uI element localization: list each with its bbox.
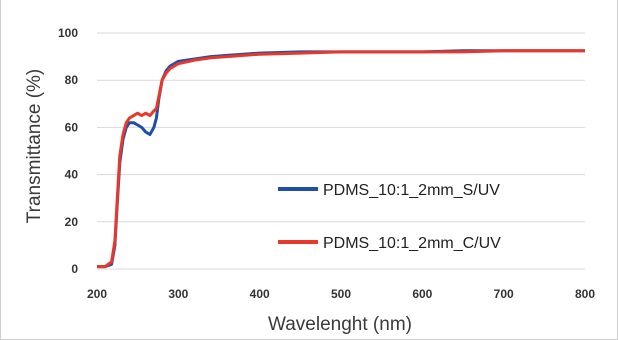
y-tick-label: 40 <box>65 168 79 182</box>
y-axis-title: Transmittance (%) <box>24 69 45 224</box>
x-axis-title: Wavelenght (nm) <box>268 314 412 335</box>
x-tick-label: 300 <box>168 287 188 301</box>
y-tick-label: 80 <box>65 73 79 87</box>
series-line-1 <box>97 49 585 269</box>
legend-label-s-uv: PDMS_10:1_2mm_S/UV <box>323 182 500 199</box>
x-tick-label: 500 <box>331 287 351 301</box>
y-tick-label: 60 <box>65 120 79 134</box>
legend: PDMS_10:1_2mm_S/UV PDMS_10:1_2mm_C/UV <box>278 182 501 252</box>
grid-lines <box>97 32 585 270</box>
x-tick-label: 200 <box>87 287 107 301</box>
x-tick-label: 600 <box>412 287 432 301</box>
y-tick-label: 100 <box>58 26 78 40</box>
data-series <box>97 49 585 269</box>
y-tick-labels: 0 20 40 60 80 100 <box>58 26 78 276</box>
x-tick-label: 800 <box>575 287 595 301</box>
y-tick-label: 0 <box>71 262 78 276</box>
legend-label-c-uv: PDMS_10:1_2mm_C/UV <box>323 235 501 252</box>
y-tick-label: 20 <box>65 215 79 229</box>
x-tick-label: 400 <box>250 287 270 301</box>
x-tick-label: 700 <box>494 287 514 301</box>
x-tick-labels: 200 300 400 500 600 700 800 <box>87 287 595 301</box>
